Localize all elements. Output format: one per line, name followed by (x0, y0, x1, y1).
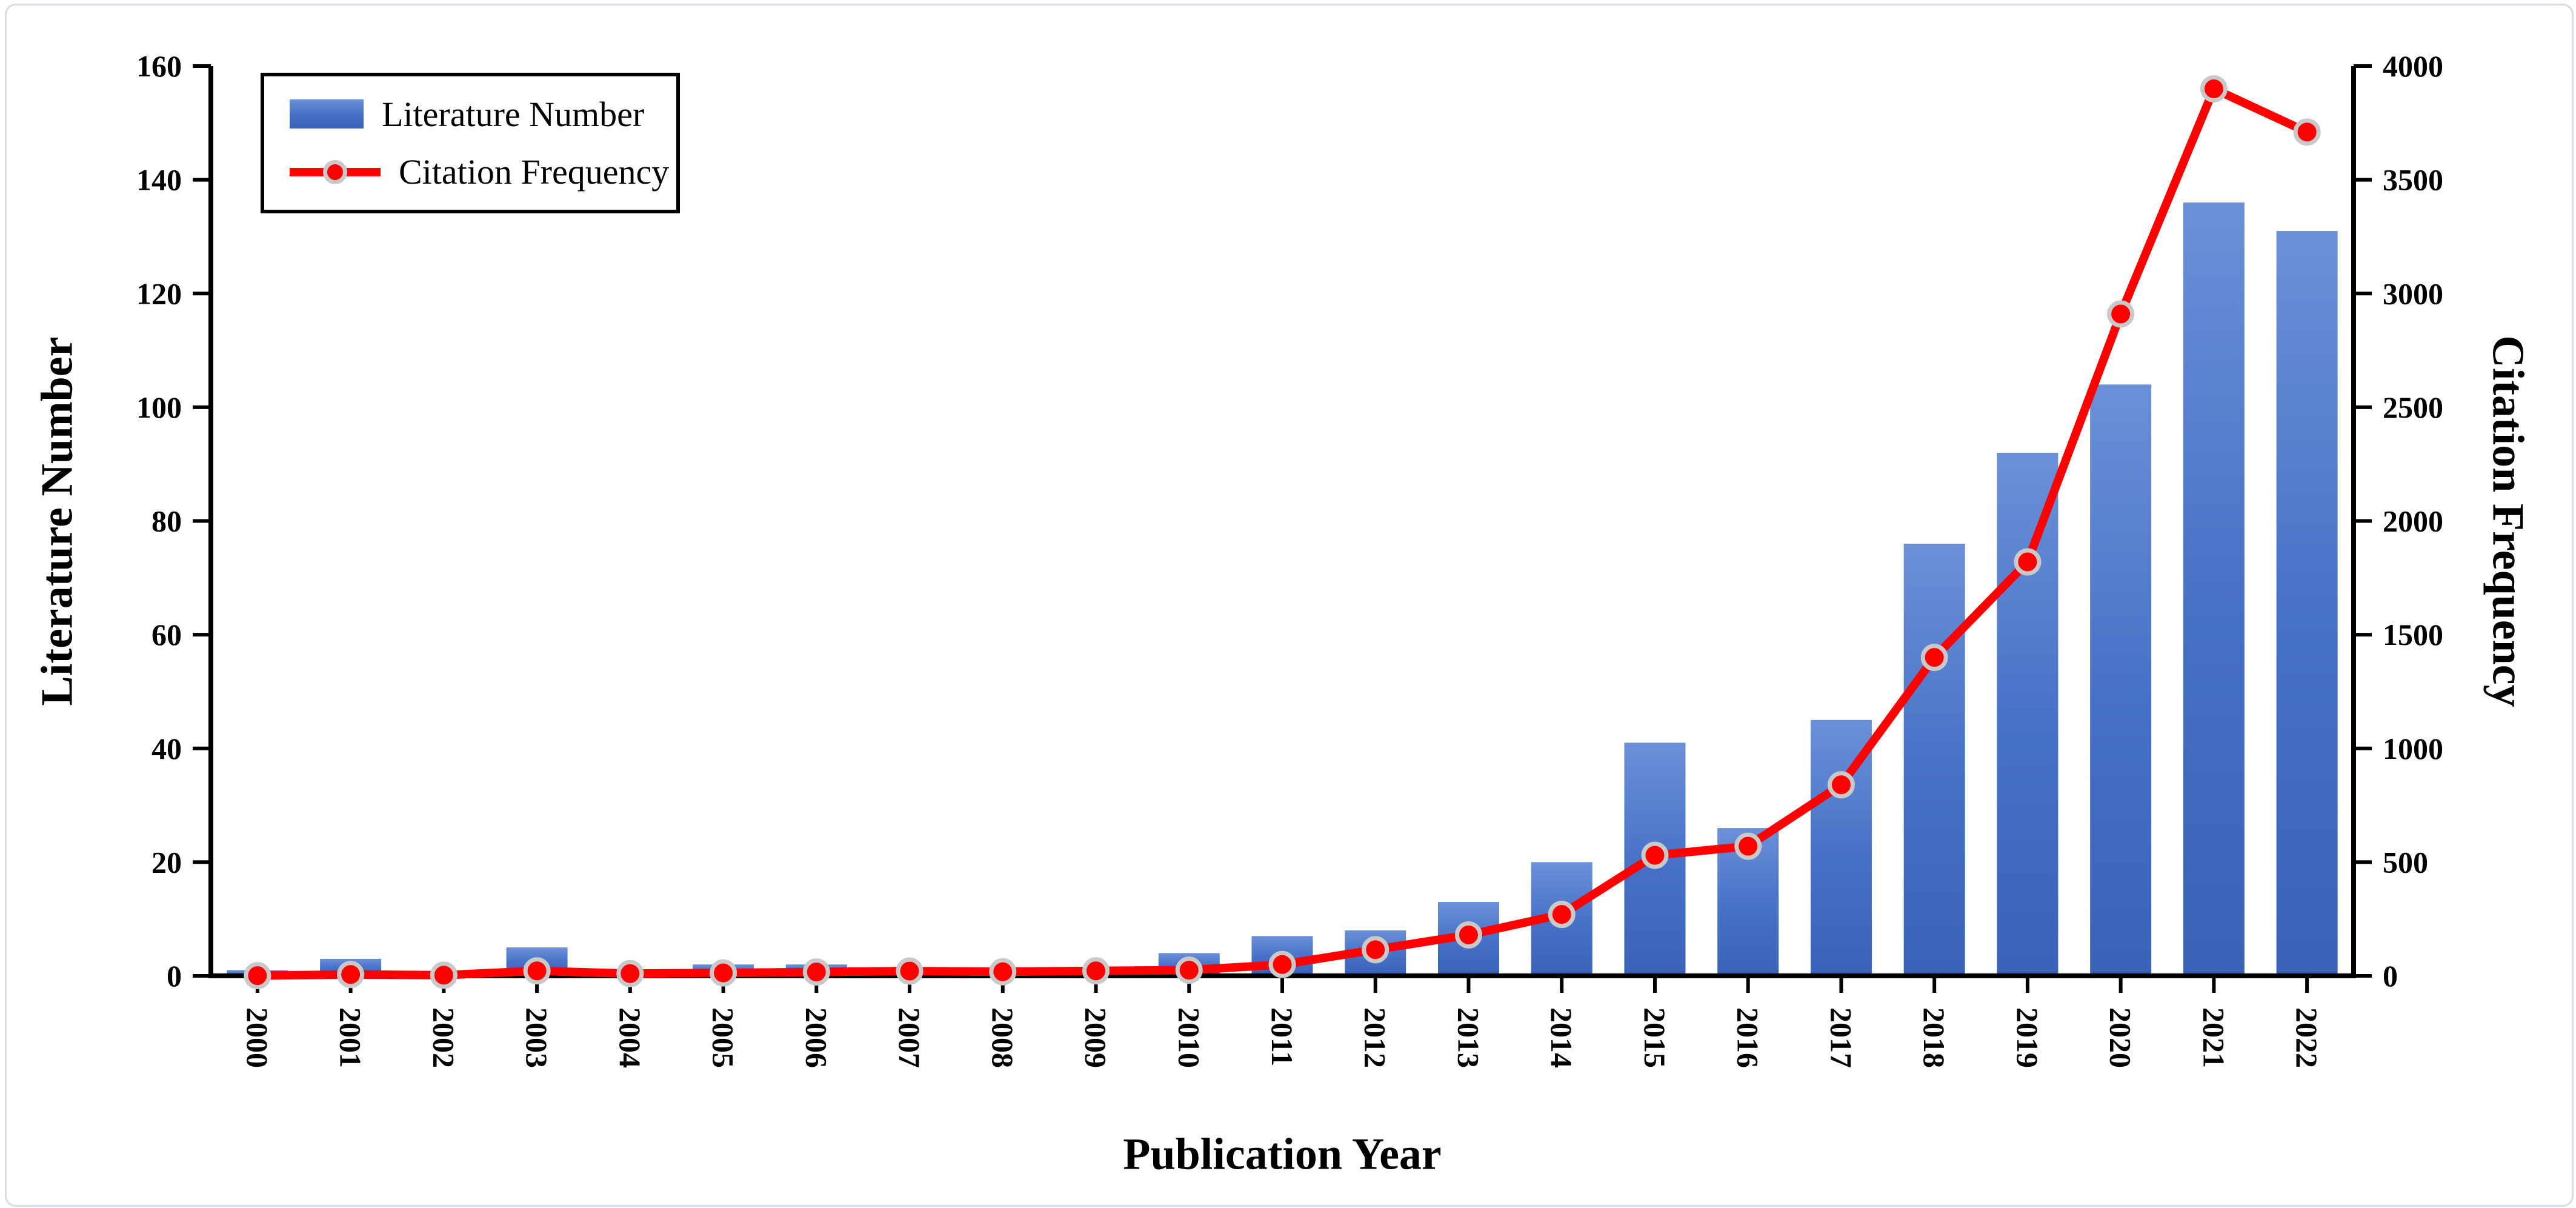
citation-marker-2003 (523, 957, 551, 985)
x-tick-label: 2010 (1172, 1007, 1206, 1068)
citation-marker-2008 (989, 958, 1017, 986)
x-tick-label: 2012 (1359, 1007, 1393, 1068)
legend-entry-literature: Literature Number (264, 94, 676, 135)
bar-2021 (2183, 202, 2245, 976)
bar-2019 (1997, 452, 2058, 976)
citation-marker-2012 (1362, 936, 1390, 964)
legend: Literature Number Citation Frequency (261, 73, 680, 213)
bar-2022 (2276, 231, 2338, 976)
marker-dot-icon (323, 159, 347, 184)
citation-marker-2001 (337, 961, 365, 989)
line-marker-swatch-icon (290, 159, 381, 184)
citation-marker-2016 (1734, 832, 1762, 860)
x-tick-label: 2004 (613, 1007, 647, 1068)
x-tick-label: 2015 (1638, 1007, 1672, 1068)
right-tick-label: 500 (2383, 845, 2428, 879)
citation-marker-2009 (1082, 957, 1110, 985)
citation-marker-2020 (2107, 300, 2135, 328)
x-tick-label: 2016 (1731, 1007, 1765, 1068)
x-tick-label: 2002 (427, 1007, 461, 1068)
bar-swatch-icon (290, 99, 364, 129)
x-tick-label: 2019 (2011, 1007, 2045, 1068)
x-tick-label: 2009 (1079, 1007, 1113, 1068)
x-tick-label: 2000 (241, 1007, 275, 1068)
right-tick-label: 3000 (2383, 276, 2443, 310)
x-tick-label: 2006 (799, 1007, 833, 1068)
right-tick-label: 2500 (2383, 390, 2443, 424)
x-tick-label: 2014 (1545, 1007, 1579, 1068)
left-tick-label: 20 (151, 845, 182, 879)
left-axis-title: Literature Number (32, 336, 82, 706)
x-tick-label: 2003 (520, 1007, 554, 1068)
right-tick-label: 4000 (2383, 49, 2443, 83)
x-tick-label: 2007 (893, 1007, 927, 1068)
citation-marker-2000 (244, 962, 271, 990)
x-tick-label: 2005 (707, 1007, 741, 1068)
x-tick-label: 2011 (1265, 1007, 1299, 1066)
left-tick-label: 40 (151, 732, 182, 766)
x-tick-label: 2020 (2104, 1007, 2138, 1068)
right-tick-label: 1000 (2383, 732, 2443, 766)
x-tick-label: 2021 (2197, 1007, 2231, 1068)
citation-marker-2004 (616, 959, 644, 987)
citation-marker-2010 (1175, 956, 1203, 984)
citation-marker-2022 (2293, 118, 2321, 146)
x-tick-label: 2018 (1917, 1007, 1951, 1068)
citation-marker-2017 (1827, 771, 1855, 799)
citation-marker-2021 (2200, 75, 2228, 103)
citation-marker-2015 (1641, 841, 1669, 869)
left-tick-label: 140 (136, 163, 182, 197)
x-tick-label: 2017 (1824, 1007, 1858, 1068)
right-tick-label: 3500 (2383, 163, 2443, 197)
citation-marker-2011 (1268, 950, 1296, 978)
left-tick-label: 120 (136, 276, 182, 310)
citation-marker-2019 (2014, 548, 2042, 576)
citation-marker-2014 (1548, 901, 1576, 929)
x-tick-label: 2022 (2290, 1007, 2324, 1068)
x-tick-label: 2008 (986, 1007, 1020, 1068)
citation-marker-2007 (896, 957, 924, 985)
right-axis-title: Citation Frequency (2483, 335, 2533, 707)
legend-label: Citation Frequency (399, 152, 670, 192)
citation-marker-2005 (710, 959, 737, 987)
citation-marker-2013 (1454, 921, 1482, 949)
left-tick-label: 160 (136, 49, 182, 83)
legend-entry-citation: Citation Frequency (264, 152, 676, 192)
left-tick-label: 60 (151, 618, 182, 652)
left-tick-label: 100 (136, 390, 182, 424)
right-tick-label: 1500 (2383, 618, 2443, 652)
left-tick-label: 0 (167, 959, 182, 993)
x-tick-label: 2013 (1451, 1007, 1485, 1068)
citation-marker-2006 (802, 958, 830, 986)
right-tick-label: 0 (2383, 959, 2398, 993)
citation-marker-2002 (430, 961, 458, 989)
x-tick-label: 2001 (334, 1007, 368, 1068)
citation-marker-2018 (1920, 644, 1948, 672)
bar-2020 (2090, 384, 2152, 976)
left-tick-label: 80 (151, 504, 182, 538)
bar-2018 (1903, 544, 1965, 976)
x-axis-title: Publication Year (1123, 1129, 1442, 1180)
legend-label: Literature Number (382, 94, 645, 134)
right-tick-label: 2000 (2383, 504, 2443, 538)
